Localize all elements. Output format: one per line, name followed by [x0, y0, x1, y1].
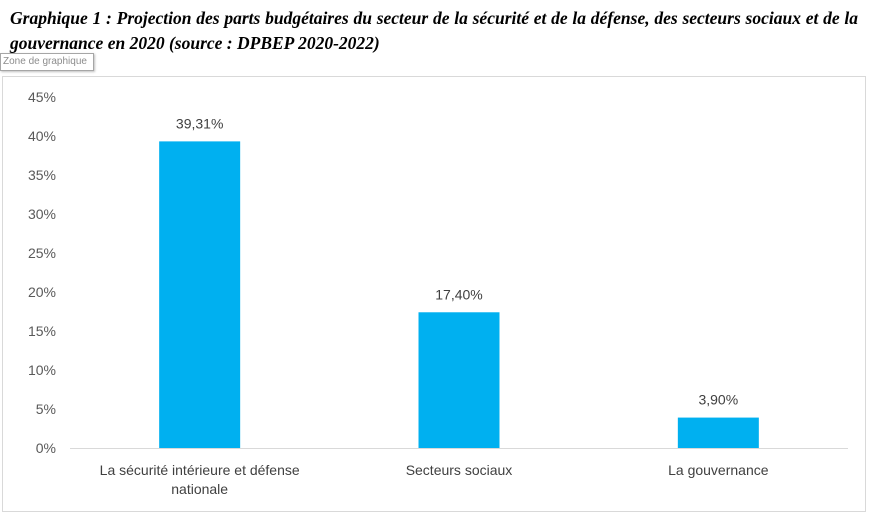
bar[interactable]: [418, 312, 500, 448]
y-tick-label: 5%: [36, 401, 56, 417]
data-label: 39,31%: [176, 115, 223, 131]
bars: [159, 141, 759, 448]
y-tick-label: 25%: [28, 245, 56, 261]
y-tick-label: 0%: [36, 440, 56, 456]
category-label: Secteurs sociaux: [406, 462, 513, 478]
y-tick-label: 45%: [28, 89, 56, 105]
chart-caption: Graphique 1 : Projection des parts budgé…: [10, 8, 858, 53]
y-tick-label: 20%: [28, 284, 56, 300]
y-axis: 0% 5% 10% 15% 20% 25% 30% 35% 40% 45%: [28, 89, 56, 456]
data-label: 17,40%: [435, 286, 482, 302]
x-axis: La sécurité intérieure et défense nationa…: [100, 462, 769, 497]
y-tick-label: 30%: [28, 206, 56, 222]
data-label: 3,90%: [698, 392, 738, 408]
category-label: La sécurité intérieure et défense: [100, 462, 300, 478]
chart-area-tooltip: Zone de graphique: [0, 53, 94, 71]
bar-chart: 0% 5% 10% 15% 20% 25% 30% 35% 40% 45% 39,31% 17,40…: [28, 89, 848, 497]
bar[interactable]: [677, 417, 759, 448]
chart-area[interactable]: 0% 5% 10% 15% 20% 25% 30% 35% 40% 45% 39,31% 17,40…: [2, 76, 866, 512]
data-labels: 39,31% 17,40% 3,90%: [176, 115, 738, 407]
category-label: La gouvernance: [668, 462, 769, 478]
y-tick-label: 35%: [28, 167, 56, 183]
y-tick-label: 40%: [28, 128, 56, 144]
y-tick-label: 10%: [28, 362, 56, 378]
bar[interactable]: [159, 141, 241, 448]
y-tick-label: 15%: [28, 323, 56, 339]
category-label: nationale: [171, 481, 228, 497]
